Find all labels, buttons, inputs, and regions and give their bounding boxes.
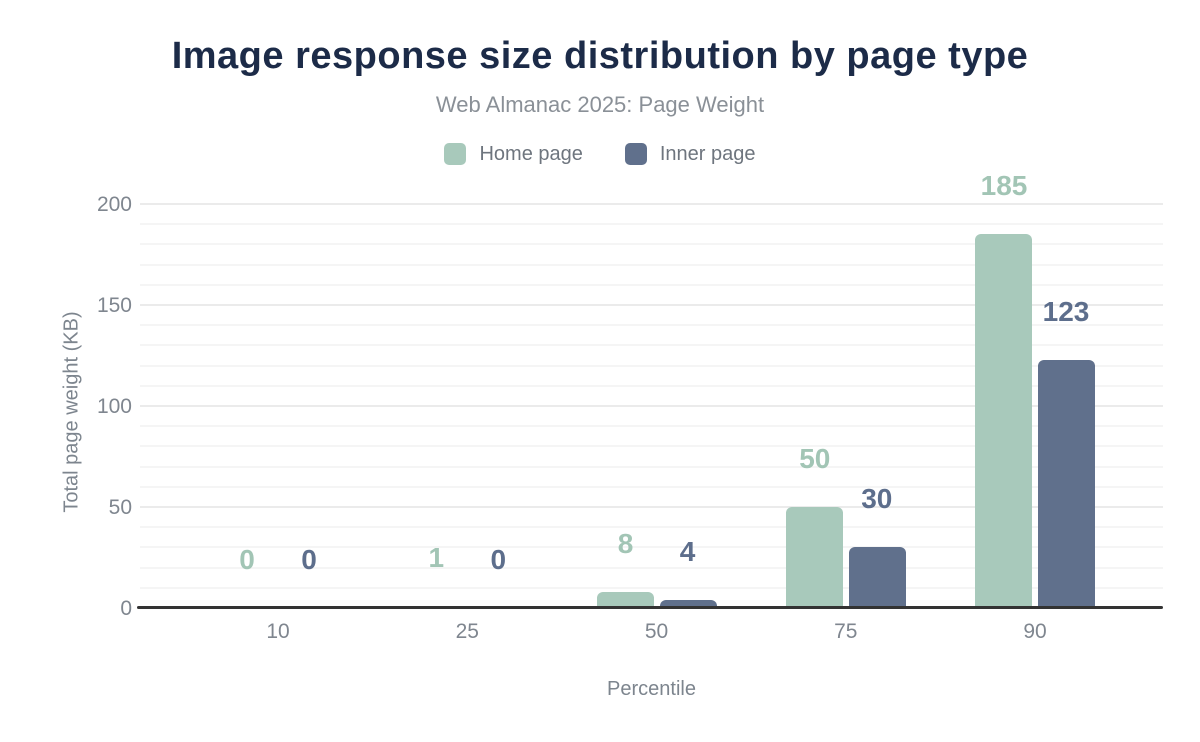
bar-home-page-p75[interactable] bbox=[785, 507, 843, 608]
bar-inner-page-p75[interactable] bbox=[848, 547, 906, 608]
legend-item-home-page[interactable]: Home page bbox=[444, 142, 583, 166]
gridline-90 bbox=[140, 425, 1163, 428]
bar-label-inner-page-p50: 4 bbox=[679, 535, 696, 567]
gridline-100 bbox=[140, 405, 1163, 407]
legend-item-inner-page[interactable]: Inner page bbox=[624, 142, 756, 166]
plot-area: 0 0 1 0 8 4 50 30 185 123 bbox=[140, 172, 1163, 608]
bar-label-inner-page-p90: 123 bbox=[1042, 295, 1090, 327]
gridline-120 bbox=[140, 364, 1163, 367]
bar-label-home-page-p25: 1 bbox=[428, 541, 445, 573]
bar-group-p75: 50 30 bbox=[756, 204, 936, 608]
bar-home-page-p50[interactable] bbox=[596, 591, 654, 608]
gridline-130 bbox=[140, 344, 1163, 347]
gridline-40 bbox=[140, 526, 1163, 529]
bar-label-home-page-p75: 50 bbox=[799, 443, 831, 474]
gridline-140 bbox=[140, 324, 1163, 327]
bar-inner-page-p90[interactable] bbox=[1038, 359, 1095, 608]
chart-title: Image response size distribution by page… bbox=[171, 35, 1029, 77]
bar-label-inner-page-p75: 30 bbox=[861, 483, 893, 515]
legend-label: Home page bbox=[479, 142, 583, 165]
bar-label-home-page-p90: 185 bbox=[980, 170, 1028, 202]
y-tick-150: 150 bbox=[96, 294, 132, 317]
y-tick-50: 50 bbox=[108, 496, 132, 519]
gridline-170 bbox=[140, 263, 1163, 266]
y-tick-100: 100 bbox=[96, 395, 132, 418]
legend-swatch-inner-page bbox=[624, 143, 647, 165]
x-axis-line bbox=[137, 606, 1163, 609]
gridline-30 bbox=[140, 546, 1163, 549]
gridline-150 bbox=[140, 304, 1163, 306]
chart-subtitle: Web Almanac 2025: Page Weight bbox=[435, 92, 765, 117]
bar-group-p90: 185 123 bbox=[945, 172, 1125, 608]
y-tick-0: 0 bbox=[120, 597, 132, 620]
gridline-70 bbox=[140, 465, 1163, 468]
gridline-180 bbox=[140, 243, 1163, 246]
x-axis-title: Percentile bbox=[607, 678, 696, 700]
y-tick-200: 200 bbox=[96, 193, 132, 216]
x-tick-50: 50 bbox=[644, 620, 669, 643]
bar-label-home-page-p50: 8 bbox=[617, 527, 634, 559]
bar-label-home-page-p10: 0 bbox=[239, 544, 255, 575]
bar-label-inner-page-p25: 0 bbox=[490, 544, 507, 575]
legend-swatch-home-page bbox=[444, 143, 467, 165]
bar-home-page-p90[interactable] bbox=[975, 234, 1032, 608]
gridline-80 bbox=[140, 445, 1163, 448]
gridline-10 bbox=[140, 586, 1163, 589]
x-tick-10: 10 bbox=[266, 620, 290, 643]
x-tick-75: 75 bbox=[834, 620, 858, 643]
legend: Home page Inner page bbox=[0, 141, 1200, 167]
legend-label: Inner page bbox=[659, 142, 756, 165]
gridline-160 bbox=[140, 283, 1163, 286]
gridline-60 bbox=[140, 485, 1163, 488]
gridline-190 bbox=[140, 223, 1163, 226]
x-tick-90: 90 bbox=[1023, 620, 1047, 643]
gridline-20 bbox=[140, 566, 1163, 569]
gridline-110 bbox=[140, 384, 1163, 387]
gridline-50 bbox=[140, 506, 1163, 508]
x-tick-25: 25 bbox=[455, 620, 479, 643]
bar-label-inner-page-p10: 0 bbox=[301, 544, 317, 575]
bar-inner-page-p50[interactable] bbox=[659, 599, 717, 608]
gridline-200 bbox=[140, 203, 1163, 205]
